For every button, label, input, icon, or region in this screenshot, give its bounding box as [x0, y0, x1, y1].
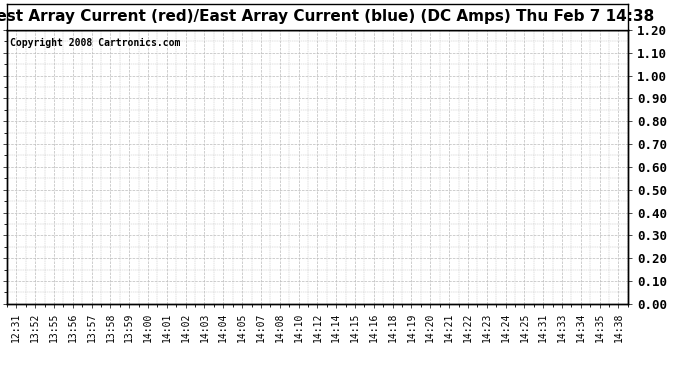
Text: Copyright 2008 Cartronics.com: Copyright 2008 Cartronics.com [10, 38, 180, 48]
Text: West Array Current (red)/East Array Current (blue) (DC Amps) Thu Feb 7 14:38: West Array Current (red)/East Array Curr… [0, 9, 655, 24]
